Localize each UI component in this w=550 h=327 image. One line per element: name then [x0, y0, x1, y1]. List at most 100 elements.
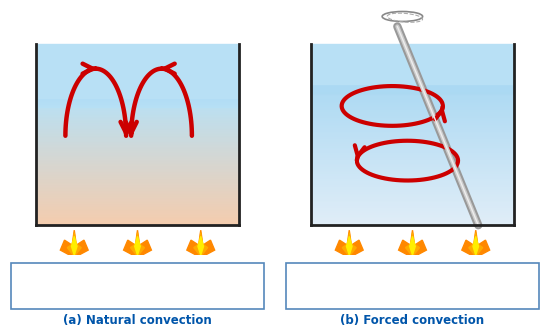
Bar [36, 171, 239, 173]
Bar [36, 111, 239, 112]
Bar [311, 216, 514, 218]
Bar [311, 153, 514, 154]
Bar [36, 211, 239, 213]
Bar [311, 100, 514, 101]
Polygon shape [399, 230, 426, 258]
Bar [36, 170, 239, 171]
Bar [311, 84, 514, 85]
Bar [311, 86, 514, 87]
Bar [36, 102, 239, 103]
Bar [311, 95, 514, 96]
Bar [311, 165, 514, 167]
Bar [36, 103, 239, 104]
Bar [311, 101, 514, 103]
Bar [36, 213, 239, 214]
Bar [311, 77, 514, 78]
Bar [311, 121, 514, 123]
Bar [36, 224, 239, 225]
Bar [36, 205, 239, 206]
Bar [311, 117, 514, 119]
Bar [311, 139, 514, 140]
Bar [311, 112, 514, 114]
Bar [311, 142, 514, 144]
Bar [36, 98, 239, 100]
Bar [36, 165, 239, 166]
Bar [311, 89, 514, 91]
Bar [36, 187, 239, 189]
Bar [36, 133, 239, 135]
Bar [311, 190, 514, 192]
Bar [36, 190, 239, 192]
Bar [36, 138, 239, 140]
Bar [36, 209, 239, 211]
Bar [36, 198, 239, 200]
Bar [311, 151, 514, 153]
Bar [36, 181, 239, 182]
Bar [36, 178, 239, 179]
Polygon shape [187, 230, 214, 258]
Polygon shape [130, 233, 145, 256]
Bar [36, 200, 239, 201]
Polygon shape [346, 236, 352, 255]
Bar [311, 81, 514, 82]
Bar [311, 78, 514, 79]
Bar [36, 166, 239, 168]
Bar [311, 200, 514, 202]
Bar [36, 96, 239, 97]
Text: (a) Natural convection: (a) Natural convection [63, 314, 212, 327]
Bar [36, 97, 239, 98]
Bar [311, 215, 514, 216]
Bar [36, 122, 239, 124]
Bar [311, 167, 514, 169]
Bar [311, 170, 514, 172]
Bar [36, 184, 239, 185]
Bar [36, 112, 239, 114]
Bar [311, 85, 514, 87]
Bar [311, 149, 514, 151]
Bar [36, 101, 239, 102]
Bar [36, 194, 239, 195]
Polygon shape [198, 236, 204, 255]
Bar [311, 119, 514, 121]
Bar [311, 178, 514, 179]
Bar [36, 216, 239, 217]
Bar [311, 193, 514, 195]
Bar [36, 119, 239, 120]
Bar [36, 109, 239, 111]
Polygon shape [469, 233, 483, 256]
Bar [36, 144, 239, 146]
Bar [311, 146, 514, 147]
Bar [36, 116, 239, 117]
Bar [36, 130, 239, 131]
Bar [36, 100, 239, 101]
Bar [311, 184, 514, 186]
Bar [36, 131, 239, 133]
Bar [311, 87, 514, 88]
Bar [311, 44, 514, 84]
Bar [311, 98, 514, 100]
Bar [36, 168, 239, 170]
Bar [311, 147, 514, 149]
Bar [36, 155, 239, 157]
Bar [36, 160, 239, 162]
Bar [36, 106, 239, 107]
Bar [311, 162, 514, 163]
Bar [311, 144, 514, 146]
Text: A flow is driven only by
temperature difference: A flow is driven only by temperature dif… [76, 274, 199, 298]
Polygon shape [60, 230, 88, 258]
Bar [36, 106, 239, 108]
Bar [36, 124, 239, 125]
Bar [311, 126, 514, 128]
Bar [36, 89, 239, 90]
Bar [36, 95, 239, 96]
Bar [311, 160, 514, 162]
Polygon shape [194, 233, 208, 256]
Polygon shape [135, 236, 140, 255]
Bar [36, 208, 239, 209]
Bar [36, 104, 239, 105]
Polygon shape [405, 233, 420, 256]
Bar [311, 93, 514, 95]
Bar [36, 154, 239, 155]
Bar [36, 140, 239, 141]
Bar [36, 176, 239, 178]
